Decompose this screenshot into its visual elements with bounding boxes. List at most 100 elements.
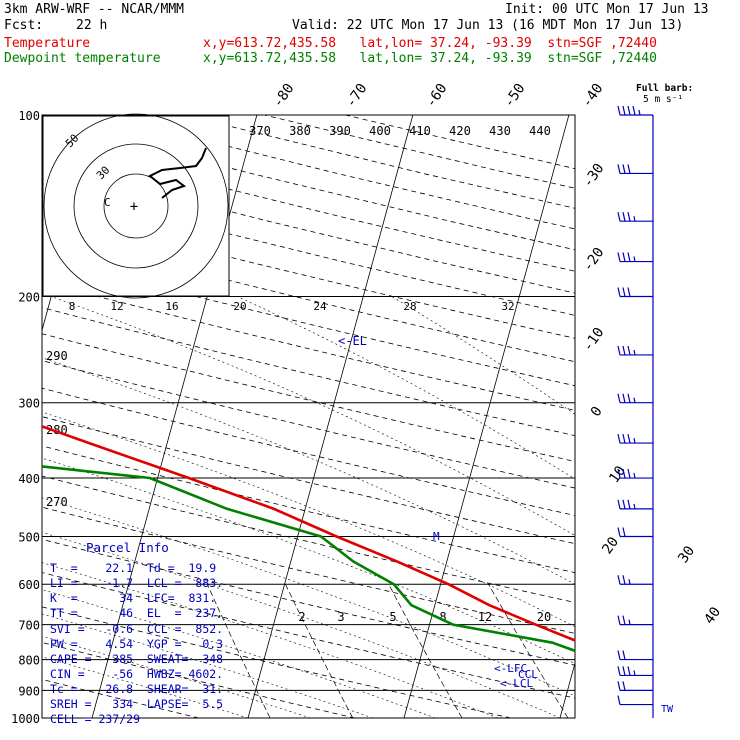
mixing-ratio-label: 3 xyxy=(337,610,344,624)
barb-flag xyxy=(622,615,626,625)
parcel-row: LI = -1.7 LCL = 883. xyxy=(50,576,224,590)
moist-adiabat xyxy=(42,531,561,718)
barb-flag xyxy=(622,105,626,116)
wind-barb xyxy=(617,433,653,444)
barb-flag xyxy=(627,164,631,174)
temperature-trace xyxy=(42,424,575,642)
barb-half xyxy=(633,670,636,676)
isotherm-label: -40 xyxy=(579,81,607,111)
barb-flag xyxy=(622,164,626,174)
speed-axis-label: 8 xyxy=(69,300,76,313)
isotherm-label: 40 xyxy=(701,604,724,627)
isotherm-label: -10 xyxy=(580,325,608,355)
lfc-marker: <-LFC xyxy=(494,662,527,675)
dewpoint-legend: Dewpoint temperature xyxy=(4,51,161,66)
barb-flag xyxy=(622,345,626,356)
model-title: 3km ARW-WRF -- NCAR/MMM xyxy=(4,2,185,17)
wind-barb xyxy=(617,527,653,538)
wind-barb xyxy=(617,212,653,222)
pressure-tick-label: 400 xyxy=(18,472,40,486)
dewpoint-trace xyxy=(42,465,575,653)
hodograph-ring xyxy=(73,143,199,269)
parcel-row: T = 22.1 Td = 19.9 xyxy=(50,561,217,575)
pressure-tick-label: 500 xyxy=(18,530,40,544)
parcel-row: K = 34 LFC= 831. xyxy=(50,591,217,605)
isotherm-label: -20 xyxy=(580,245,608,275)
dry-adiabat xyxy=(264,115,575,189)
isotherm-label: 0 xyxy=(588,404,606,420)
wind-barb xyxy=(617,615,653,626)
pressure-tick-label: 900 xyxy=(18,684,40,698)
speed-axis-label: 20 xyxy=(233,300,246,313)
barb-flag xyxy=(622,287,626,297)
wind-barb xyxy=(617,345,653,356)
speed-axis-label: 24 xyxy=(313,300,327,313)
hodograph-label: C xyxy=(104,196,111,209)
forecast-label: Fcst: xyxy=(4,18,44,33)
barb-flag xyxy=(627,105,631,116)
pressure-tick-label: 200 xyxy=(18,291,40,305)
isotherm-label: -30 xyxy=(580,161,608,191)
barb-flag xyxy=(627,666,631,676)
theta-label: 410 xyxy=(409,124,431,138)
mid-level-marker: M xyxy=(433,530,440,543)
hodograph-ring xyxy=(103,173,169,239)
barb-flag xyxy=(627,212,631,222)
wind-barb xyxy=(617,468,653,479)
wind-barb xyxy=(617,105,653,116)
wind-barb xyxy=(617,164,653,175)
barb-flag xyxy=(617,499,621,510)
lcl-marker: <-LCL xyxy=(500,677,533,690)
barb-flag xyxy=(622,393,626,403)
isotherm-line xyxy=(247,115,414,718)
pressure-tick-label: 100 xyxy=(18,109,40,123)
temperature-location: x,y=613.72,435.58 lat,lon= 37.24, -93.39… xyxy=(203,36,657,51)
barb-flag xyxy=(627,252,631,262)
barb-flag xyxy=(617,695,621,705)
dewpoint-location: x,y=613.72,435.58 lat,lon= 37.24, -93.39… xyxy=(203,51,657,66)
parcel-row: TT = 46 EL = 237. xyxy=(50,606,224,620)
parcel-info-box: Parcel Info T = 22.1 Td = 19.9 LI = -1.7… xyxy=(44,538,234,726)
init-time: Init: 00 UTC Mon 17 Jun 13 xyxy=(505,2,709,17)
moist-adiabat xyxy=(42,589,436,718)
parcel-row: CELL = 237/29 xyxy=(50,712,141,726)
speed-axis-label: 12 xyxy=(110,300,123,313)
barb-flag xyxy=(617,433,621,444)
isotherm-label: -50 xyxy=(501,81,529,111)
barb-flag xyxy=(617,575,621,585)
wind-barb xyxy=(617,666,653,677)
theta-label: 270 xyxy=(46,495,68,509)
dry-adiabat xyxy=(42,232,575,363)
barb-half xyxy=(633,397,636,403)
pressure-tick-label: 600 xyxy=(18,578,40,592)
barb-half xyxy=(633,503,636,510)
isotherm-label: -70 xyxy=(343,81,371,111)
theta-label: 420 xyxy=(449,124,471,138)
barb-flag xyxy=(622,666,626,676)
speed-axis-label: 28 xyxy=(403,300,416,313)
theta-label: 390 xyxy=(329,124,351,138)
barb-flag xyxy=(617,527,621,537)
mixing-ratio-label: 12 xyxy=(478,610,492,624)
barb-flag xyxy=(622,650,626,660)
parcel-row: Tc = 26.8 SHEAR= 31. xyxy=(50,682,224,696)
barb-flag xyxy=(617,105,621,116)
isotherm-label: 10 xyxy=(606,463,629,486)
valid-time: Valid: 22 UTC Mon 17 Jun 13 (16 MDT Mon … xyxy=(292,18,684,33)
theta-label: 370 xyxy=(249,124,271,138)
moist-adiabat xyxy=(42,411,575,628)
barb-flag xyxy=(627,345,631,356)
barb-flag xyxy=(627,468,631,479)
mixing-ratio-label: 8 xyxy=(439,610,446,624)
barb-half xyxy=(628,579,631,585)
barb-half xyxy=(633,472,636,479)
barb-flag xyxy=(617,468,621,479)
barb-legend-line1: Full barb: xyxy=(636,83,694,94)
dry-adiabat xyxy=(42,606,511,718)
barb-flag xyxy=(622,527,626,537)
barb-flag xyxy=(622,212,626,222)
barb-flag xyxy=(627,499,631,510)
barb-flag xyxy=(622,681,626,691)
barb-half xyxy=(633,256,636,262)
barb-flag xyxy=(622,575,626,585)
